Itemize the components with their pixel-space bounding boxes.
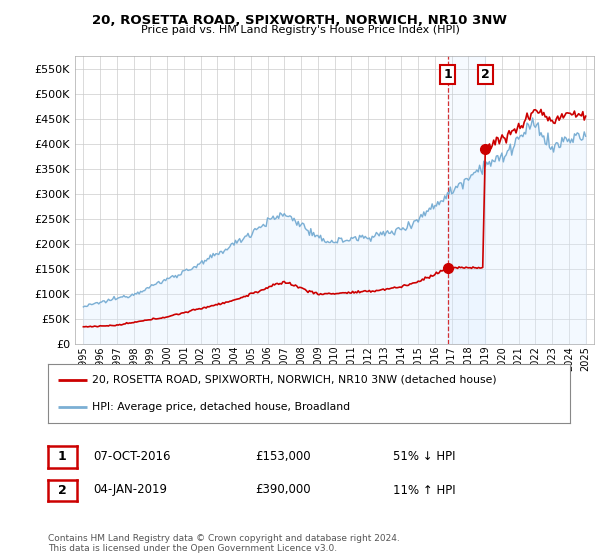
Text: £390,000: £390,000 [255,483,311,497]
Text: 1: 1 [58,450,67,464]
Text: 11% ↑ HPI: 11% ↑ HPI [393,483,455,497]
Text: 2: 2 [481,68,490,81]
Text: £153,000: £153,000 [255,450,311,463]
Text: 51% ↓ HPI: 51% ↓ HPI [393,450,455,463]
Text: 07-OCT-2016: 07-OCT-2016 [93,450,170,463]
Text: 04-JAN-2019: 04-JAN-2019 [93,483,167,497]
Text: 20, ROSETTA ROAD, SPIXWORTH, NORWICH, NR10 3NW: 20, ROSETTA ROAD, SPIXWORTH, NORWICH, NR… [92,14,508,27]
Text: 2: 2 [58,484,67,497]
Text: Contains HM Land Registry data © Crown copyright and database right 2024.
This d: Contains HM Land Registry data © Crown c… [48,534,400,553]
Text: 1: 1 [443,68,452,81]
Bar [448,56,485,344]
Text: HPI: Average price, detached house, Broadland: HPI: Average price, detached house, Broa… [92,402,350,412]
Text: Price paid vs. HM Land Registry's House Price Index (HPI): Price paid vs. HM Land Registry's House … [140,25,460,35]
Text: 20, ROSETTA ROAD, SPIXWORTH, NORWICH, NR10 3NW (detached house): 20, ROSETTA ROAD, SPIXWORTH, NORWICH, NR… [92,375,497,385]
